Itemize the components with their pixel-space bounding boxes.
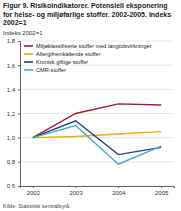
y-tick-label: 1,2 [7,111,16,117]
x-tick [33,186,34,188]
x-tick-label: 2004 [112,190,126,196]
x-tick-group: 2005 [155,186,169,196]
grid-line [20,113,174,114]
x-tick-label: 2005 [155,190,169,196]
y-tick-label: 0,8 [7,159,16,165]
x-axis: 2002 2003 2004 2005 [21,186,175,196]
y-tick-label: 1,6 [7,63,16,69]
legend-label: Allergifremkallende stoffer [36,51,101,57]
x-tick-group: 2002 [27,186,41,196]
legend-swatch [24,61,33,63]
y-tick-label: 0,6 [7,183,16,189]
grid-line [20,161,174,162]
y-tick-group: 1,2 [7,111,20,117]
y-tick-group: 1,6 [7,63,20,69]
y-tick-label: 1,0 [7,135,16,141]
x-tick-label: 2003 [69,190,83,196]
series-line [33,121,161,155]
y-tick [18,65,20,66]
y-tick-group: 1,8 [7,38,20,44]
y-tick-group: 0,6 [7,183,20,189]
title: Figur 9. Risikoindikatorer. Potensiell e… [3,2,171,26]
y-axis-title: Indeks 2002=1 [3,30,43,36]
legend-label: Kronisk giftige stoffer [36,59,88,65]
grid-line [20,41,174,42]
y-tick [18,89,20,90]
x-tick-label: 2002 [27,190,41,196]
x-tick [161,186,162,188]
legend-label: CMR-stoffer [36,67,66,73]
y-tick [18,162,20,163]
chart: Figur 9. Risikoindikatorer. Potensiell e… [0,0,181,211]
y-tick-group: 1,4 [7,87,20,93]
grid [20,41,174,186]
x-tick-group: 2003 [69,186,83,196]
legend-swatch [24,53,33,55]
legend-swatch [24,45,33,47]
legend-label: Miljøklassifiserte stoffer med langtidsv… [36,43,152,49]
grid-line [20,89,174,90]
y-axis: 0,6 0,8 1,0 1,2 1,4 1,6 1,8 [7,38,21,189]
x-axis-line [21,187,175,189]
lines [33,104,161,164]
y-axis-line [18,42,21,187]
x-tick [76,186,77,188]
series-line [33,126,161,165]
legend-swatch [24,69,33,71]
legend: Miljøklassifiserte stoffer med langtidsv… [24,43,152,73]
y-tick-label: 1,8 [7,38,16,44]
x-tick [118,186,119,188]
y-tick-group: 1,0 [7,135,20,141]
y-tick [18,186,20,187]
y-tick-label: 1,4 [7,87,16,93]
y-tick [18,138,20,139]
x-tick-group: 2004 [112,186,126,196]
source: Kilde: Statistisk sentralbyrå. [3,203,71,209]
y-tick-group: 0,8 [7,159,20,165]
y-tick [18,41,20,42]
y-tick [18,114,20,115]
